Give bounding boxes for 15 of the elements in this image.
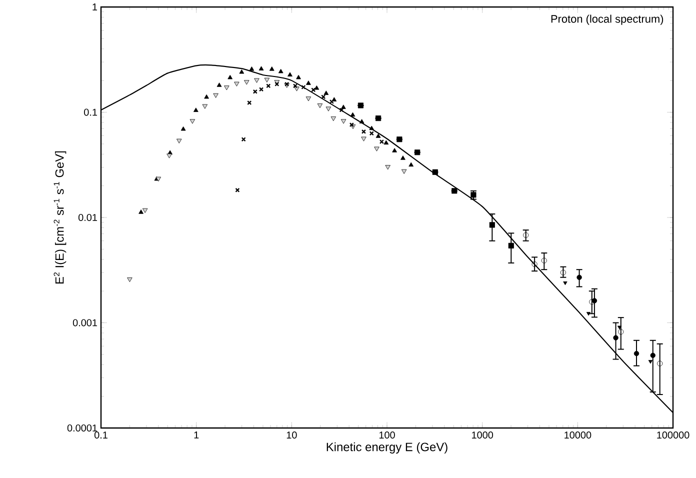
- y-tick-label: 0.001: [72, 319, 97, 326]
- y-tick-label: 0.01: [78, 214, 97, 222]
- x-tick-label: 1000: [472, 432, 494, 439]
- x-axis-title: Kinetic energy E (GeV): [326, 442, 448, 454]
- x-tick-label: 100000: [657, 432, 690, 439]
- x-tick-label: 0.1: [94, 432, 108, 439]
- y-tick-label: 0.1: [84, 108, 97, 116]
- x-tick-label: 1: [194, 432, 199, 438]
- x-tick-label: 100: [379, 432, 395, 439]
- y-tick-label: 0.0001: [67, 424, 97, 432]
- annotation: Proton (local spectrum): [551, 14, 664, 25]
- text: E$^{2}$ I(E) [cm$^{-2}$ sr$^{-1}$ s$^{-1}$ GeV]: [54, 151, 66, 284]
- y-tick-label: 1: [92, 4, 97, 10]
- x-tick-label: 10000: [564, 432, 592, 439]
- x-tick-label: 10: [286, 432, 297, 439]
